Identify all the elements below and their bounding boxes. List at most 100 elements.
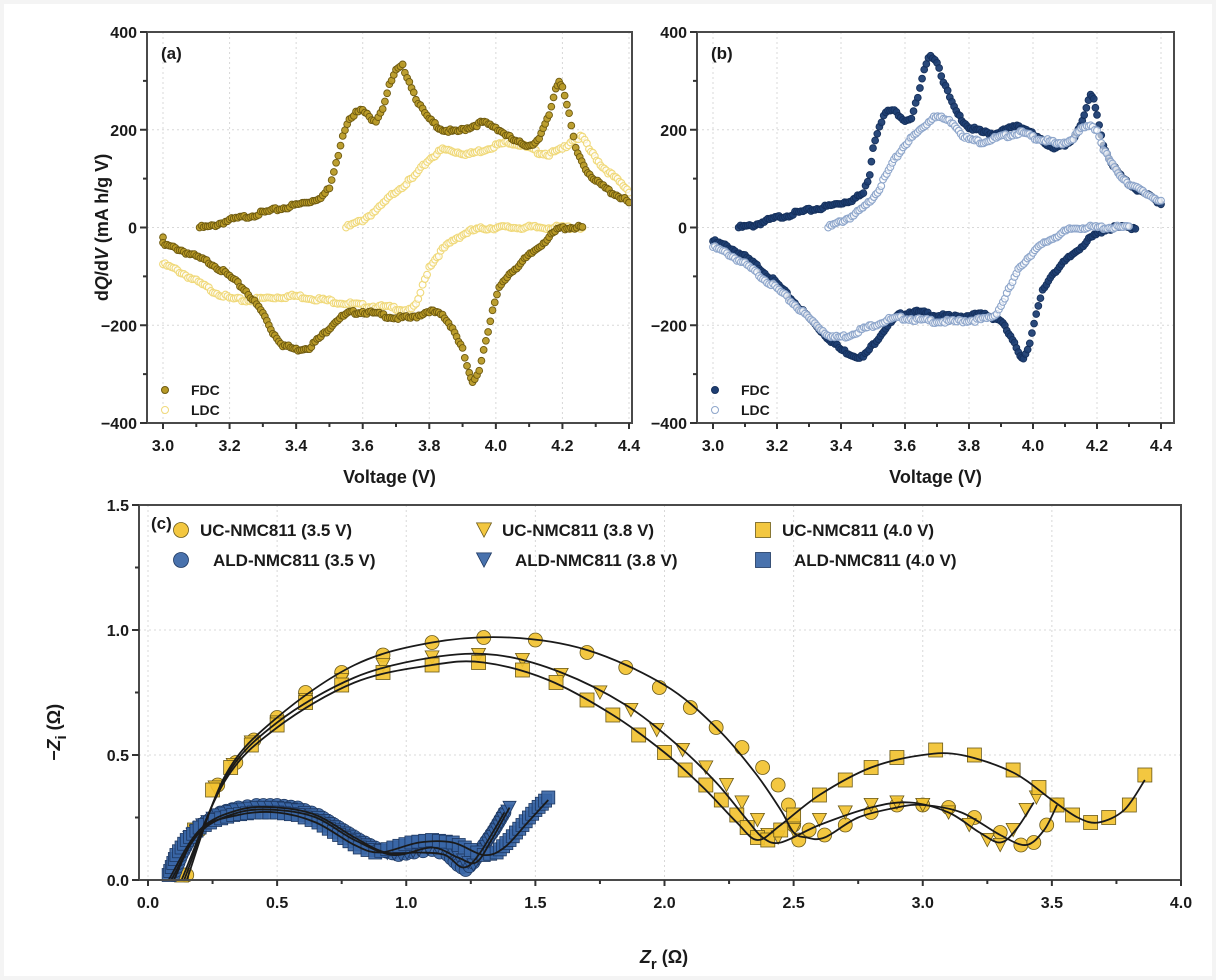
x-tick-label: 3.8 bbox=[418, 438, 440, 455]
x-tick-label: 4.0 bbox=[1170, 895, 1192, 912]
a-fdc-point bbox=[567, 121, 576, 130]
uc-nmc811-4-0-v-point bbox=[889, 750, 905, 765]
x-tick-label: 1.0 bbox=[395, 895, 417, 912]
a-fdc-point bbox=[332, 158, 340, 167]
y-tick-label: 200 bbox=[660, 123, 687, 140]
figure-page: 3.0 3.2 3.4 3.6 3.8 4.0 4.2 4.4 −400 −200 0 200 400 … bbox=[4, 4, 1212, 976]
y-tick-label: 200 bbox=[110, 123, 137, 140]
b-fdc-point bbox=[1080, 111, 1089, 119]
x-tick-label: 3.0 bbox=[912, 895, 934, 912]
uc-nmc811-3-8-v-fit-line bbox=[183, 652, 1035, 881]
ylabel-unit: (Ω) bbox=[44, 704, 64, 735]
panel-b-label: (b) bbox=[711, 44, 733, 63]
legend-marker-ald-nmc811-3-8-v bbox=[475, 552, 493, 568]
legend-marker-ald-nmc811-3-5-v bbox=[173, 552, 189, 568]
uc-nmc811-3-8-v-point bbox=[1005, 822, 1021, 838]
a-fdc-point bbox=[330, 168, 338, 176]
panel-a-xlabel: Voltage (V) bbox=[343, 467, 436, 487]
uc-nmc811-3-8-v-point bbox=[863, 797, 879, 813]
y-tick-label: 1.0 bbox=[107, 623, 129, 640]
a-fdc-point bbox=[569, 132, 578, 141]
legend-marker-ldc bbox=[711, 406, 719, 414]
a-fdc-point bbox=[325, 184, 334, 193]
a-fdc-point bbox=[578, 223, 587, 231]
legend-marker-fdc bbox=[161, 386, 169, 394]
y-tick-label: −400 bbox=[101, 416, 137, 433]
a-fdc-point bbox=[563, 100, 571, 109]
a-fdc-point bbox=[409, 88, 418, 97]
x-tick-label: 3.6 bbox=[894, 438, 916, 455]
panel-a-label: (a) bbox=[161, 44, 182, 63]
y-tick-label: 400 bbox=[660, 25, 687, 42]
a-fdc-point bbox=[336, 141, 345, 150]
a-fdc-point bbox=[460, 353, 469, 362]
b-fdc-point bbox=[859, 189, 868, 197]
legend-label-ldc: LDC bbox=[191, 402, 220, 418]
y-tick-label: 400 bbox=[110, 25, 137, 42]
panel-b-ticks: 3.0 3.2 3.4 3.6 3.8 4.0 4.2 4.4 −400 −200 0 200 400 bbox=[651, 25, 1172, 455]
panel-c-ticks: 0.0 0.5 1.0 1.5 2.0 2.5 3.0 3.5 4.0 0.0 0.5 1.0 1.5 bbox=[107, 498, 1192, 912]
legend-marker-uc-nmc811-4-0-v bbox=[755, 522, 771, 538]
ylabel-main: −Z bbox=[44, 739, 64, 762]
panel-c-label: (c) bbox=[151, 514, 172, 533]
a-fdc-point bbox=[475, 366, 484, 375]
uc-nmc811-3-8-v-point bbox=[718, 777, 735, 793]
uc-nmc811-3-5-v-point bbox=[770, 777, 786, 793]
y-tick-label: 0 bbox=[678, 221, 687, 238]
b-fdc-point bbox=[1093, 111, 1101, 119]
ylabel-part: d bbox=[92, 290, 112, 301]
b-fdc-point bbox=[907, 114, 916, 123]
panel-b-data bbox=[709, 51, 1165, 363]
legend-label-uc-nmc811-3-8-v: UC-NMC811 (3.8 V) bbox=[502, 521, 654, 540]
uc-nmc811-4-0-v-point bbox=[729, 807, 745, 823]
panel-b-legend: FDC LDC bbox=[711, 382, 770, 418]
ylabel-part: /d bbox=[92, 260, 112, 276]
ylabel-sub: i bbox=[53, 735, 70, 739]
panel-b-xlabel: Voltage (V) bbox=[889, 467, 982, 487]
b-fdc-point bbox=[863, 177, 872, 186]
b-fdc-point bbox=[937, 72, 946, 81]
b-fdc-point bbox=[1025, 339, 1034, 348]
uc-nmc811-3-8-v-point bbox=[811, 812, 828, 828]
a-fdc-point bbox=[458, 344, 467, 352]
b-ldc-point bbox=[1157, 196, 1165, 205]
a-fdc-point bbox=[490, 298, 499, 307]
x-tick-label: 0.5 bbox=[266, 895, 288, 912]
panel-b-dqdv-ald: 3.0 3.2 3.4 3.6 3.8 4.0 4.2 4.4−400−2000200400 … bbox=[651, 25, 1175, 487]
panel-a-legend: FDC LDC bbox=[161, 382, 220, 418]
a-ldc-point bbox=[416, 288, 425, 297]
xlabel-sub: r bbox=[651, 956, 657, 973]
panel-c-nyquist: 0.0 0.5 1.0 1.5 2.0 2.5 3.0 3.5 4.00.00.51.01.5 … bbox=[44, 498, 1192, 973]
panel-c-data bbox=[161, 630, 1153, 883]
b-fdc-point bbox=[1028, 329, 1036, 337]
ylabel-part: (mA h/g V) bbox=[92, 154, 112, 248]
y-tick-label: −200 bbox=[101, 318, 137, 335]
y-tick-label: 0.0 bbox=[107, 873, 129, 890]
b-ldc-point bbox=[1097, 138, 1106, 147]
ylabel-part: Q bbox=[92, 276, 112, 290]
a-fdc-point bbox=[486, 317, 495, 326]
legend-label-fdc: FDC bbox=[191, 382, 220, 398]
panel-a-ylabel: dQ/dV (mA h/g V) bbox=[92, 154, 112, 301]
uc-nmc811-3-8-v-point bbox=[649, 722, 665, 738]
panel-c-ylabel: −Zi (Ω) bbox=[44, 704, 70, 761]
a-fdc-point bbox=[479, 346, 488, 354]
legend-marker-uc-nmc811-3-8-v bbox=[475, 522, 493, 538]
a-fdc-point bbox=[547, 102, 556, 111]
uc-nmc811-3-8-v-point bbox=[734, 795, 750, 811]
a-fdc-point bbox=[482, 336, 490, 345]
b-ldc-point bbox=[877, 182, 886, 190]
b-fdc-point bbox=[1036, 294, 1045, 303]
uc-nmc811-3-5-v-point bbox=[755, 760, 771, 775]
legend-label-ald-nmc811-4-0-v: ALD-NMC811 (4.0 V) bbox=[794, 551, 956, 570]
x-tick-label: 2.0 bbox=[653, 895, 675, 912]
figure-canvas: 3.0 3.2 3.4 3.6 3.8 4.0 4.2 4.4−400−2000200400 … bbox=[44, 25, 1192, 973]
x-tick-label: 3.0 bbox=[152, 438, 174, 455]
legend-marker-uc-nmc811-3-5-v bbox=[173, 522, 189, 538]
legend-label-ald-nmc811-3-5-v: ALD-NMC811 (3.5 V) bbox=[213, 551, 375, 570]
a-fdc-point bbox=[560, 91, 569, 100]
b-fdc-point bbox=[869, 144, 877, 152]
a-fdc-point bbox=[383, 89, 391, 98]
x-tick-label: 2.5 bbox=[783, 895, 805, 912]
uc-nmc811-3-8-v-point bbox=[375, 657, 391, 673]
